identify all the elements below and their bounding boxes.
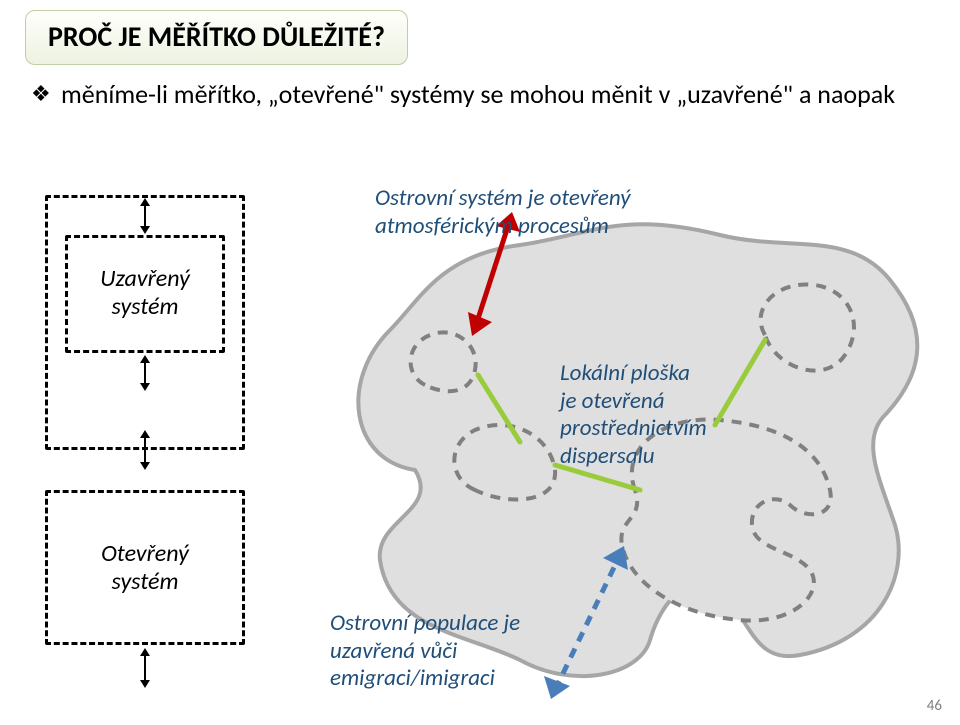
- closed-l1: Uzavřený: [100, 264, 190, 293]
- island-open-label: Ostrovní systém je otevřený atmosférický…: [375, 185, 631, 240]
- local-l1: Lokální ploška: [560, 359, 690, 387]
- bullet-icon: ❖: [31, 80, 51, 108]
- island-open-l2: atmosférickým procesům: [375, 212, 609, 240]
- page-title: PROČ JE MĚŘÍTKO DŮLEŽITÉ?: [25, 10, 408, 65]
- open-l2: systém: [112, 567, 179, 596]
- open-system-label: Otevřený systém: [45, 540, 245, 595]
- open-l1: Otevřený: [101, 539, 189, 568]
- island-open-l1: Ostrovní systém je otevřený: [375, 184, 631, 212]
- local-l3: prostřednictvím: [560, 414, 707, 442]
- slide: { "title": "PROČ JE MĚŘÍTKO DŮLEŽITÉ?", …: [0, 0, 960, 725]
- island-closed-l1: Ostrovní populace je: [330, 609, 520, 637]
- arrow-closed-bottom: [138, 430, 152, 470]
- island-closed-label: Ostrovní populace je uzavřená vůči emigr…: [330, 610, 520, 693]
- island-closed-l2: uzavřená vůči: [330, 637, 457, 665]
- intro-text: ❖ měníme-li měřítko, „otevřené" systémy …: [35, 78, 920, 111]
- arrow-closed-mid: [138, 355, 152, 391]
- intro-content: měníme-li měřítko, „otevřené" systémy se…: [61, 78, 920, 111]
- closed-system-label: Uzavřený systém: [65, 265, 225, 320]
- arrow-open-bottom: [138, 648, 152, 688]
- closed-l2: systém: [112, 292, 179, 321]
- island-closed-l3: emigraci/imigraci: [330, 664, 495, 692]
- page-number: 46: [927, 697, 942, 715]
- local-l4: dispersalu: [560, 442, 655, 470]
- arrow-closed-top: [138, 198, 152, 234]
- local-l2: je otevřená: [560, 387, 665, 415]
- local-patch-label: Lokální ploška je otevřená prostřednictv…: [560, 360, 707, 470]
